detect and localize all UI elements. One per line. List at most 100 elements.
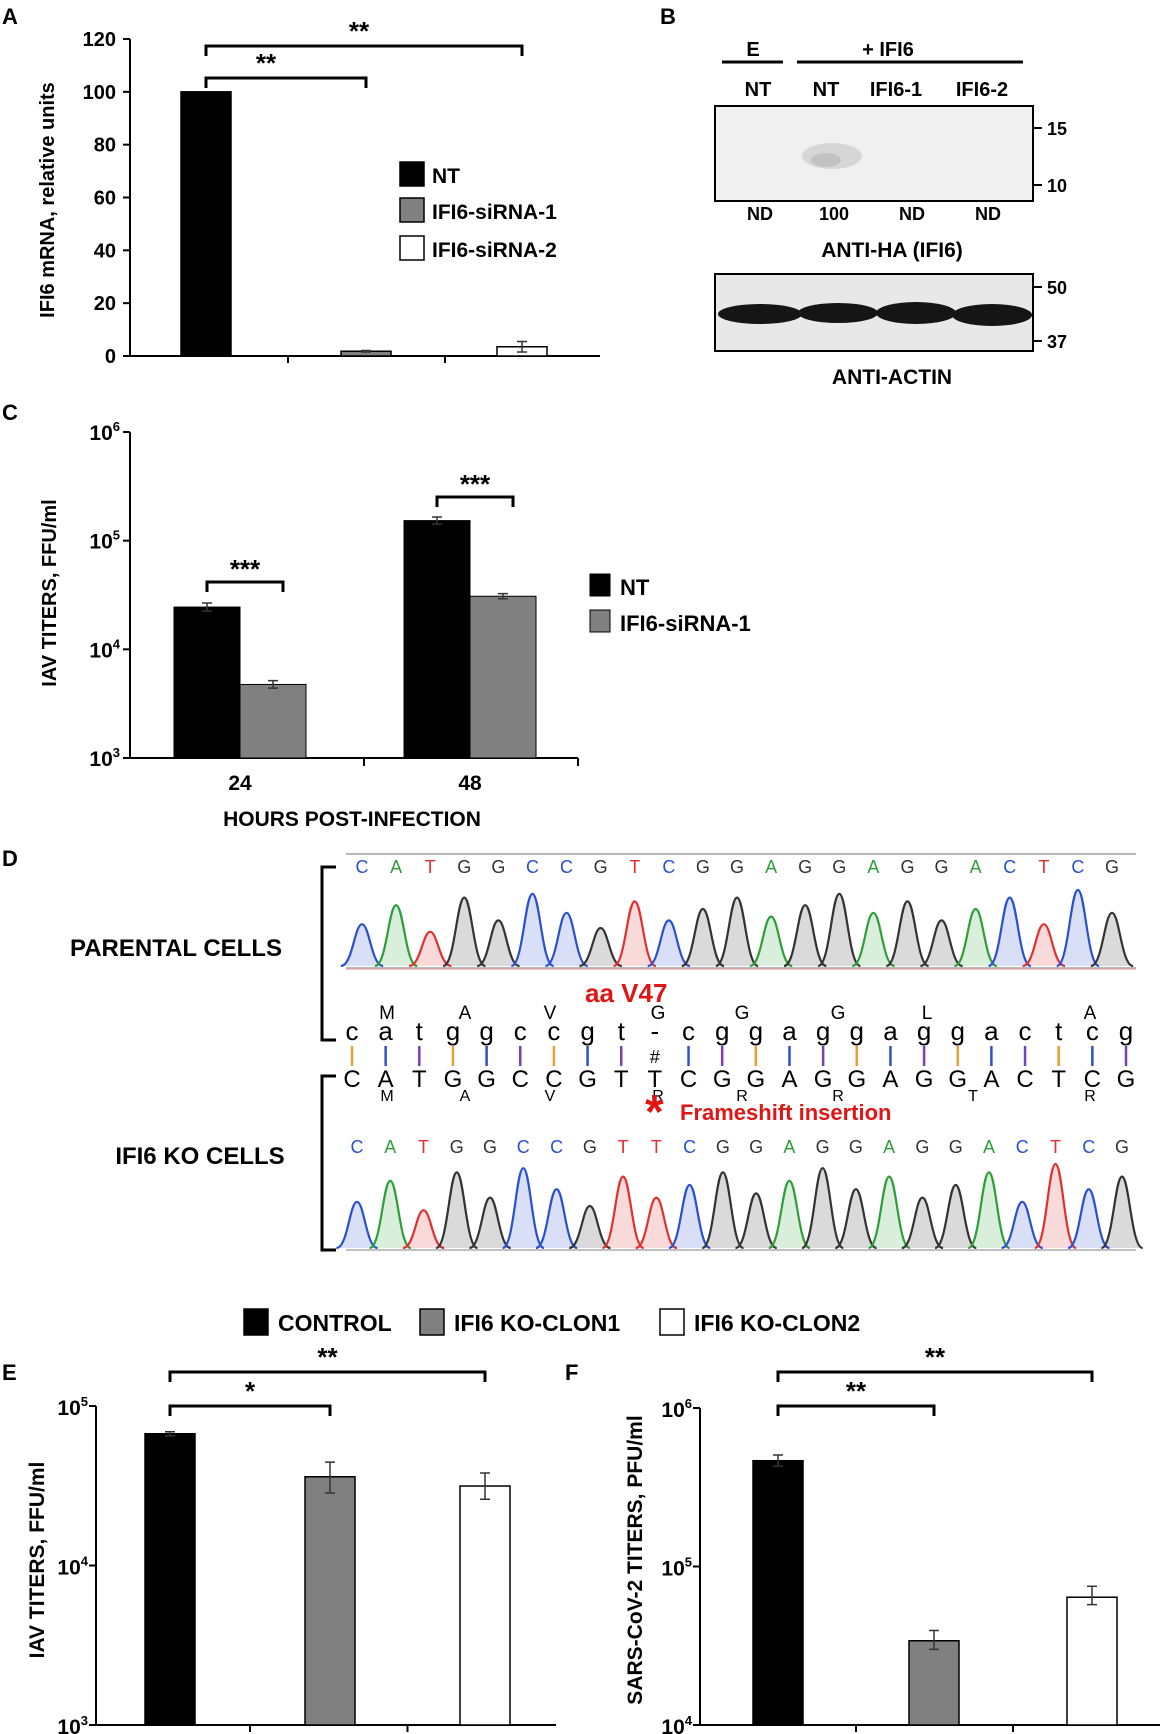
blot-quant-3: ND xyxy=(899,204,925,224)
ko-trace-peak xyxy=(535,1188,578,1250)
aa-bottom: A xyxy=(460,1088,471,1105)
ko-base: A xyxy=(983,1137,995,1157)
chart-f-ylabel: SARS-CoV-2 TITERS, PFU/ml xyxy=(624,1415,647,1704)
aa-top: G xyxy=(651,1003,666,1024)
aa-top: V xyxy=(544,1003,557,1024)
ko-base: G xyxy=(749,1137,763,1157)
blot-group-ifi6: + IFI6 xyxy=(862,39,914,61)
parental-trace-peak xyxy=(1022,923,1066,968)
chart-a-y-tick-label: 60 xyxy=(94,188,116,210)
ko-seq-char: G xyxy=(814,1066,833,1093)
parental-base: G xyxy=(730,857,744,877)
ref-seq-char: - xyxy=(651,1016,660,1046)
ko-seq-char: A xyxy=(882,1066,898,1093)
chart-c-y-tick-label: 104 xyxy=(89,636,120,662)
ref-seq-char: g xyxy=(1119,1016,1133,1046)
chart-c-y-tick-label: 105 xyxy=(89,528,120,554)
ref-seq-char: g xyxy=(917,1016,931,1046)
parental-base: A xyxy=(867,857,879,877)
legend-ef-label-1: CONTROL xyxy=(278,1310,392,1336)
parental-trace-peak xyxy=(374,904,418,968)
chart-a-significance-bracket xyxy=(204,44,524,56)
parental-base: G xyxy=(594,857,608,877)
ref-seq-char: c xyxy=(514,1016,527,1046)
chart-e-y-tick-label: 105 xyxy=(57,1394,88,1420)
chart-c-error-bar xyxy=(432,516,442,525)
chart-e-significance-bracket xyxy=(168,1370,487,1382)
ko-trace-peak xyxy=(768,1179,811,1250)
ko-seq-char: G xyxy=(1117,1066,1136,1093)
chart-f-y-tick-label: 106 xyxy=(661,1396,692,1422)
blot-quant-2: 100 xyxy=(819,204,849,224)
aa-bottom: R xyxy=(736,1088,748,1105)
chart-a-y-tick-label: 120 xyxy=(83,29,116,51)
chart-c-legend-swatch xyxy=(589,573,611,597)
ko-trace-peak xyxy=(834,1188,878,1250)
ko-base: T xyxy=(651,1137,662,1157)
ko-seq-char: T xyxy=(1051,1066,1066,1093)
ko-base: G xyxy=(816,1137,830,1157)
chart-f-y-tick-label: 104 xyxy=(661,1713,692,1734)
ko-seq-char: G xyxy=(847,1066,866,1093)
blot-top-membrane xyxy=(714,105,1034,202)
parental-base: A xyxy=(765,857,777,877)
aa-bottom: T xyxy=(968,1088,978,1105)
chart-a-legend-swatch xyxy=(399,235,425,261)
chart-c-y-tick-label: 103 xyxy=(89,745,120,771)
chart-a-legend-label: IFI6-siRNA-2 xyxy=(432,239,557,262)
ref-seq-char: g xyxy=(580,1016,594,1046)
aa-top: M xyxy=(379,1003,395,1024)
blot-lane-4: IFI6-2 xyxy=(956,79,1008,101)
chart-a-significance-label: ** xyxy=(349,16,370,46)
blot-quant-1: ND xyxy=(747,204,773,224)
chart-e-bar-1 xyxy=(144,1432,196,1726)
chart-a-bar-1 xyxy=(180,91,232,357)
ko-trace-peak xyxy=(801,1167,844,1250)
ko-trace-peak xyxy=(701,1171,745,1250)
insertion-asterisk: * xyxy=(645,1086,664,1139)
ko-base: C xyxy=(351,1137,364,1157)
chart-f-significance-bracket xyxy=(776,1404,936,1416)
ref-seq-char: t xyxy=(416,1016,424,1046)
ko-base: G xyxy=(450,1137,464,1157)
parental-base: G xyxy=(1105,857,1119,877)
chart-a-legend-swatch xyxy=(399,197,425,223)
ko-base: G xyxy=(583,1137,597,1157)
parental-base: G xyxy=(900,857,914,877)
blot-group-e: E xyxy=(746,39,759,61)
ko-trace-peak xyxy=(735,1192,778,1250)
chart-f-significance-label: ** xyxy=(925,1342,946,1372)
parental-cells-label: PARENTAL CELLS xyxy=(70,935,282,962)
chart-f-significance-label: ** xyxy=(846,1376,867,1406)
ko-trace-peak xyxy=(934,1183,977,1250)
chart-c-bar-48-2 xyxy=(469,595,537,759)
parental-base: T xyxy=(1038,857,1049,877)
chart-a-y-tick-label: 100 xyxy=(83,82,116,104)
panel-label-c: C xyxy=(2,400,18,425)
ko-trace-peak xyxy=(568,1204,611,1250)
parental-base: T xyxy=(425,857,436,877)
ref-seq-char: g xyxy=(850,1016,864,1046)
legend-ef: CONTROL IFI6 KO-CLON1 IFI6 KO-CLON2 xyxy=(243,1308,860,1336)
legend-ef-label-3: IFI6 KO-CLON2 xyxy=(694,1310,860,1336)
panel-label-a: A xyxy=(2,4,18,29)
ref-seq-char: a xyxy=(883,1016,898,1046)
parental-trace-peak xyxy=(579,926,623,968)
ko-seq-char: T xyxy=(412,1066,427,1093)
ref-seq-char: g xyxy=(715,1016,729,1046)
ko-seq-char: T xyxy=(648,1066,663,1093)
insertion-label: Frameshift insertion xyxy=(680,1100,891,1125)
chart-e-bar-2 xyxy=(304,1476,356,1726)
blot-bottom-label: ANTI-ACTIN xyxy=(832,366,952,389)
chart-c-legend-label: NT xyxy=(620,575,650,600)
legend-ef-swatch-1 xyxy=(243,1308,269,1336)
panel-label-f: F xyxy=(565,1360,578,1385)
chart-a-ylabel: IFI6 mRNA, relative units xyxy=(37,82,59,318)
panel-label-e: E xyxy=(2,1360,17,1385)
blot-actin-band-3 xyxy=(876,302,956,324)
chart-e-y-tick-label: 104 xyxy=(57,1554,88,1580)
chart-c-significance-bracket xyxy=(435,495,515,507)
ko-base: C xyxy=(550,1137,563,1157)
ko-bracket xyxy=(320,1074,336,1252)
